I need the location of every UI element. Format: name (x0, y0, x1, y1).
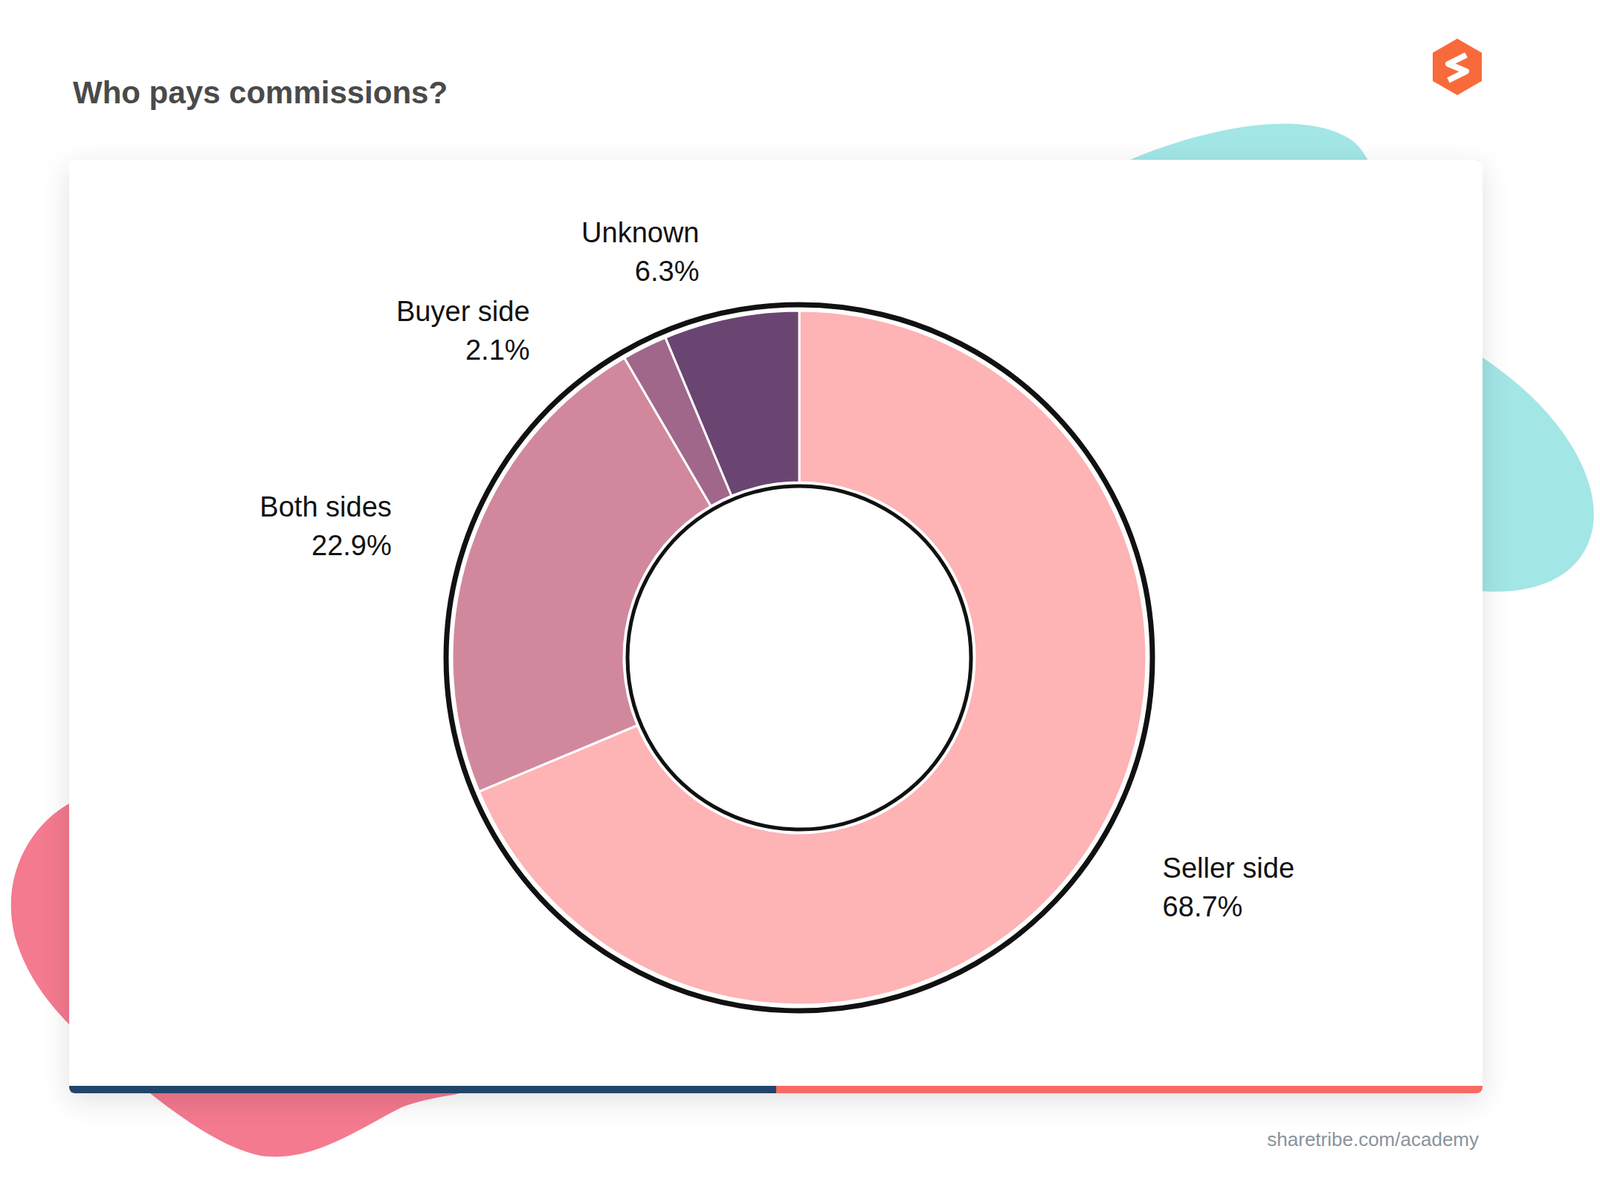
svg-text:68.7%: 68.7% (1162, 891, 1244, 923)
svg-text:Seller side: Seller side (1162, 852, 1295, 885)
svg-text:Buyer side: Buyer side (396, 295, 531, 328)
svg-text:Unknown: Unknown (581, 217, 699, 249)
svg-text:22.9%: 22.9% (311, 530, 392, 562)
svg-text:Both sides: Both sides (259, 491, 392, 523)
svg-text:sharetribe.com/academy: sharetribe.com/academy (1266, 1128, 1479, 1151)
svg-text:2.1%: 2.1% (465, 334, 531, 366)
svg-text:Who pays commissions?: Who pays commissions? (72, 75, 448, 111)
svg-text:6.3%: 6.3% (634, 255, 700, 287)
